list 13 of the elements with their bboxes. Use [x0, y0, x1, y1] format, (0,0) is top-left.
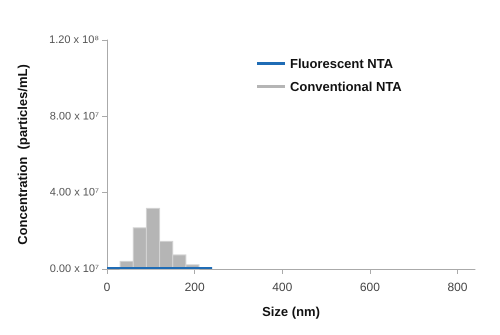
- x-tick-label: 200: [184, 280, 205, 294]
- y-axis-title: Concentration (particles/mL): [15, 64, 30, 245]
- x-tick-label: 0: [104, 280, 111, 294]
- x-axis-title: Size (nm): [262, 304, 320, 319]
- legend-label: Conventional NTA: [290, 79, 402, 94]
- y-tick-label: 0.00 x 10⁷: [50, 263, 100, 275]
- y-tick-label: 1.20 x 10⁸: [49, 34, 99, 46]
- legend-label: Fluorescent NTA: [290, 56, 394, 71]
- x-tick-label: 600: [360, 280, 380, 294]
- y-tick-label: 4.00 x 10⁷: [50, 186, 100, 199]
- x-tick-label: 400: [272, 280, 293, 294]
- x-tick-label: 800: [447, 280, 468, 294]
- y-tick-label: 8.00 x 10⁷: [50, 110, 100, 122]
